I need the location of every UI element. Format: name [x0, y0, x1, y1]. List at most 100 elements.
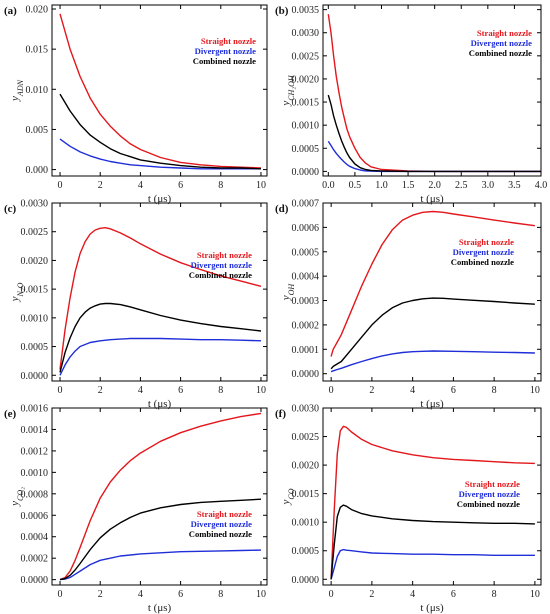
plot-frame [322, 407, 542, 586]
panel-label: (e) [4, 408, 17, 420]
plot-frame [322, 202, 542, 382]
x-tick-label: 2 [98, 180, 103, 191]
x-tick-label: 10 [256, 589, 266, 600]
y-tick-label: 0.0005 [292, 247, 320, 258]
plot-frame [51, 202, 268, 382]
x-axis-title: t (μs) [420, 193, 444, 205]
plot-frame [51, 4, 268, 177]
legend-entry-3: Combined nozzle [193, 56, 256, 66]
x-tick-label: 0 [58, 385, 63, 396]
x-tick-label: 0 [58, 180, 63, 191]
panel-label: (d) [275, 203, 289, 215]
legend-entry-2: Divergent nozzle [191, 519, 253, 529]
y-tick-label: 0.0006 [21, 511, 49, 522]
y-tick-label: 0.0035 [292, 5, 320, 16]
series-line-1 [59, 13, 262, 169]
y-tick-label: 0.015 [26, 45, 49, 56]
y-axis-title-main: y [280, 295, 292, 301]
x-tick-label: 0 [329, 385, 334, 396]
y-axis-title: yADN [9, 79, 25, 102]
y-tick-label: 0.0007 [292, 199, 320, 210]
y-tick-label: 0.010 [26, 85, 49, 96]
series-line-3 [327, 94, 541, 173]
x-tick-label: 6 [451, 385, 456, 396]
y-axis-title: yCO [280, 488, 296, 505]
y-tick-label: 0.0010 [21, 313, 49, 324]
series-line-2 [330, 548, 535, 580]
y-tick-label: 0.0025 [292, 51, 320, 62]
series-line-2 [59, 138, 261, 170]
y-tick-label: 0.0030 [21, 199, 49, 210]
chart-panel-5: 0 2 4 6 8 10 0.0000 0.0002 0.0004 0.0006 0.0008 0.0… [4, 404, 268, 614]
x-tick-label: 0.5 [349, 180, 362, 191]
y-tick-label: 0.0015 [21, 285, 49, 296]
y-tick-label: 0.0020 [292, 74, 320, 85]
legend-entry-3: Combined nozzle [189, 529, 252, 539]
y-axis-title-main: y [280, 101, 292, 107]
x-tick-label: 2.0 [428, 180, 441, 191]
x-axis-title: t (μs) [420, 398, 444, 410]
y-tick-label: 0.0004 [21, 532, 49, 543]
chart-panel-4: 0 2 4 6 8 10 0.0000 0.0001 0.0002 0.0003 0.0004 0.0… [275, 199, 542, 410]
y-axis-title: yN₂O [9, 282, 25, 302]
legend-entry-2: Divergent nozzle [453, 247, 515, 257]
y-tick-label: 0.0002 [292, 320, 320, 331]
y-axis-title-main: y [9, 501, 21, 507]
y-tick-label: 0.0000 [292, 369, 320, 380]
y-axis-title-sub: ADN [16, 79, 25, 97]
x-tick-label: 1.5 [402, 180, 415, 191]
x-tick-label: 10 [530, 385, 540, 396]
x-tick-label: 10 [256, 385, 266, 396]
y-tick-label: 0.0025 [292, 432, 320, 443]
x-tick-label: 4 [138, 589, 143, 600]
series-line-1 [330, 425, 535, 580]
y-tick-label: 0.0005 [292, 546, 320, 557]
x-tick-label: 4 [410, 589, 415, 600]
panel-label: (f) [275, 408, 286, 420]
x-tick-label: 0.0 [322, 180, 335, 191]
series-line-3 [59, 498, 262, 581]
y-tick-label: 0.0000 [21, 575, 49, 586]
x-tick-label: 2 [98, 385, 103, 396]
legend-entry-1: Straight nozzle [197, 509, 252, 519]
y-tick-label: 0.0010 [292, 121, 320, 132]
x-tick-label: 4 [138, 385, 143, 396]
y-tick-label: 0.005 [26, 125, 49, 136]
y-tick-label: 0.0004 [292, 272, 320, 283]
y-tick-label: 0.0030 [292, 404, 320, 415]
y-axis-title-sub: OH [287, 283, 296, 296]
y-tick-label: 0.0006 [292, 223, 320, 234]
x-tick-label: 2 [369, 385, 374, 396]
series-line-1 [59, 412, 262, 581]
legend-entry-3: Combined nozzle [189, 270, 252, 280]
legend-entry-2: Divergent nozzle [459, 489, 521, 499]
x-tick-label: 8 [492, 589, 497, 600]
legend-entry-3: Combined nozzle [469, 48, 532, 58]
x-tick-label: 6 [178, 589, 183, 600]
legend-entry-2: Divergent nozzle [195, 46, 257, 56]
panel-label: (b) [275, 5, 289, 17]
y-tick-label: 0.0020 [292, 461, 320, 472]
legend-entry-1: Straight nozzle [197, 250, 252, 260]
y-tick-label: 0.000 [26, 165, 49, 176]
y-tick-label: 0.020 [26, 5, 49, 16]
y-tick-label: 0.0010 [292, 518, 320, 529]
x-tick-label: 4 [410, 385, 415, 396]
x-axis-title: t (μs) [148, 602, 172, 614]
x-tick-label: 2 [369, 589, 374, 600]
y-axis-title-sub: CH₂OH [287, 74, 296, 101]
x-tick-label: 8 [492, 385, 497, 396]
x-tick-label: 3.0 [482, 180, 495, 191]
y-tick-label: 0.0000 [292, 575, 320, 586]
y-tick-label: 0.0000 [21, 371, 49, 382]
series-line-3 [330, 504, 535, 580]
series-line-3 [59, 302, 262, 373]
y-tick-label: 0.0015 [292, 98, 320, 109]
x-tick-label: 2 [98, 589, 103, 600]
series-line-3 [330, 297, 535, 370]
legend-entry-2: Divergent nozzle [471, 38, 533, 48]
y-tick-label: 0.0012 [21, 446, 49, 457]
x-tick-label: 2.5 [455, 180, 468, 191]
y-tick-label: 0.0003 [292, 296, 320, 307]
y-axis-title-main: y [280, 500, 292, 506]
